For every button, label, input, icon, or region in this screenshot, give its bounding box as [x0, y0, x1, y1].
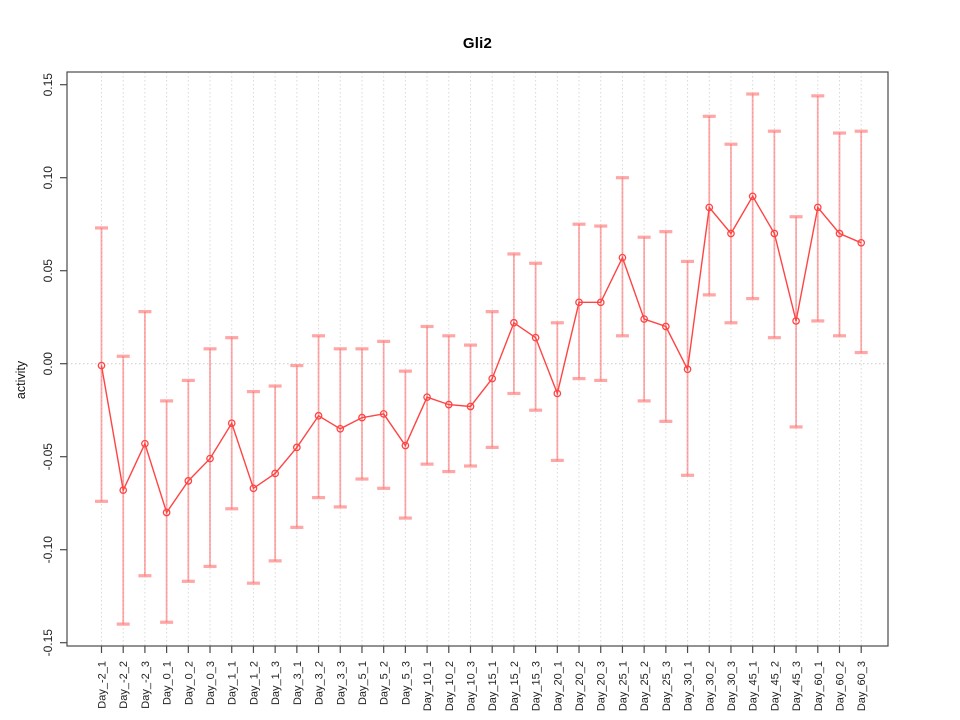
data-point-marker [227, 419, 236, 428]
y-tick-label: -0.10 [41, 536, 55, 564]
data-point-marker [271, 469, 279, 478]
data-point-marker [401, 441, 410, 450]
x-tick-label: Day_1_3 [270, 661, 282, 705]
x-tick-label: Day_30_2 [704, 661, 716, 711]
x-tick-label: Day_1_1 [227, 661, 239, 705]
x-tick-label: Day_15_3 [531, 661, 543, 711]
data-point-marker [97, 361, 106, 370]
chart-title: Gli2 [462, 35, 493, 52]
x-tick-label: Day_20_2 [574, 661, 586, 711]
data-point-marker [727, 229, 735, 238]
data-point-marker [119, 486, 128, 495]
data-point-marker [575, 298, 583, 307]
data-point-marker [618, 253, 627, 262]
data-point-marker [596, 298, 605, 307]
y-tick-label: -0.15 [41, 629, 55, 657]
x-tick-label: Day_30_3 [726, 661, 738, 711]
y-tick-label: 0.15 [41, 73, 55, 97]
x-tick-label: Day_5_3 [400, 661, 412, 705]
data-point-marker [206, 454, 214, 463]
data-point-marker [293, 443, 301, 452]
data-point-marker [510, 318, 518, 327]
x-tick-label: Day_60_2 [834, 661, 846, 711]
x-tick-label: Day_10_1 [422, 661, 434, 711]
y-tick-label: -0.05 [41, 443, 55, 471]
data-point-marker [162, 508, 171, 517]
x-tick-label: Day_-2_2 [118, 661, 130, 709]
x-tick-label: Day_25_2 [639, 661, 651, 711]
data-point-marker [488, 374, 497, 383]
x-tick-label: Day_25_1 [617, 661, 629, 711]
x-tick-label: Day_0_2 [183, 661, 195, 705]
y-axis-label: activity [14, 360, 28, 400]
x-tick-label: Day_-2_1 [97, 661, 109, 709]
x-tick-label: Day_10_3 [465, 661, 477, 711]
plot-box [66, 71, 889, 647]
x-tick-label: Day_0_3 [205, 661, 217, 705]
x-tick-label: Day_60_1 [813, 661, 825, 711]
x-tick-label: Day_0_1 [162, 661, 174, 705]
data-point-marker [358, 413, 366, 422]
x-tick-label: Day_20_1 [552, 661, 564, 711]
data-point-marker [336, 424, 345, 433]
data-point-marker [683, 365, 692, 374]
y-tick-label: 0.00 [41, 352, 55, 376]
data-point-marker [141, 439, 149, 448]
data-point-marker [184, 477, 193, 485]
y-tick-label: 0.05 [41, 259, 55, 283]
x-tick-label: Day_15_2 [509, 661, 521, 711]
x-tick-label: Day_3_3 [335, 661, 347, 705]
data-point-marker [423, 393, 431, 402]
data-point-marker [792, 317, 800, 325]
x-tick-label: Day_1_2 [248, 661, 260, 705]
x-tick-label: Day_3_1 [292, 661, 304, 705]
x-tick-label: Day_5_2 [379, 661, 391, 705]
data-point-marker [705, 203, 714, 212]
x-tick-label: Day_10_2 [444, 661, 456, 711]
x-tick-label: Day_45_1 [748, 661, 760, 711]
x-tick-label: Day_3_2 [314, 661, 326, 705]
data-point-marker [661, 322, 670, 331]
x-tick-label: Day_-2_3 [140, 661, 152, 709]
data-point-marker [835, 229, 844, 238]
x-tick-label: Day_30_1 [683, 661, 695, 711]
x-tick-label: Day_5_1 [357, 661, 369, 705]
data-point-marker [640, 315, 648, 323]
data-point-marker [444, 400, 453, 409]
mean-line [100, 194, 862, 515]
x-tick-label: Day_60_3 [856, 661, 868, 711]
data-point-marker [314, 411, 323, 420]
x-tick-label: Day_15_1 [487, 661, 499, 711]
data-point-marker [466, 402, 475, 411]
data-point-marker [531, 333, 540, 342]
x-tick-label: Day_20_3 [596, 661, 608, 711]
y-tick-label: 0.10 [41, 166, 55, 190]
data-point-marker [249, 484, 258, 493]
data-point-marker [379, 410, 388, 418]
data-point-marker [813, 203, 822, 212]
x-tick-label: Day_45_2 [769, 661, 781, 711]
data-point-marker [553, 389, 562, 398]
x-tick-label: Day_25_3 [661, 661, 673, 711]
data-point-marker [857, 238, 866, 247]
data-point-marker [770, 229, 779, 238]
data-point-marker [748, 192, 757, 201]
x-tick-label: Day_45_3 [791, 661, 803, 711]
